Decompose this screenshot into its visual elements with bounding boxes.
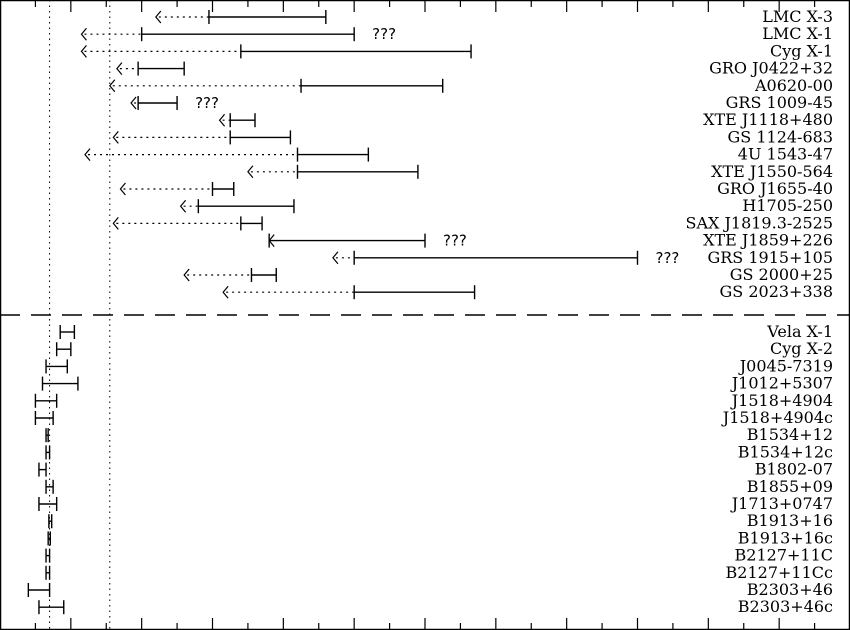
object-label: H1705-250	[742, 196, 833, 215]
lower-limit-arrow	[119, 182, 126, 196]
lower-limit-arrow	[80, 45, 87, 58]
uncertain-marker: ???	[372, 25, 396, 43]
object-label: B2127+11Cc	[726, 563, 833, 582]
object-label: B1913+16	[747, 511, 833, 530]
object-label: B1534+12c	[738, 442, 833, 461]
object-label: GRS 1915+105	[707, 248, 833, 267]
object-label: B1534+12	[747, 425, 833, 444]
object-label: B2127+11C	[735, 546, 833, 565]
lower-limit-arrow	[84, 148, 91, 161]
object-label: GS 1124-683	[728, 127, 834, 146]
object-label: J1518+4904	[730, 391, 833, 410]
object-label: 4U 1543-47	[738, 145, 833, 164]
lower-limit-arrow	[155, 10, 162, 24]
object-label: B1802-07	[755, 460, 833, 479]
lower-limit-arrow	[332, 251, 339, 265]
object-label: GRO J0422+32	[709, 59, 833, 78]
lower-limit-arrow	[109, 79, 116, 93]
object-label: J0045-7319	[738, 356, 833, 375]
lower-limit-arrow	[183, 268, 190, 282]
lower-limit-arrow	[130, 96, 137, 110]
object-label: A0620-00	[754, 76, 833, 95]
object-label: SAX J1819.3-2525	[685, 213, 833, 232]
lower-limit-arrow	[218, 113, 226, 127]
object-label: B1913+16c	[738, 528, 833, 547]
object-label: J1518+4904c	[721, 408, 833, 427]
object-label: B2303+46	[747, 580, 833, 599]
object-label: Vela X-1	[766, 322, 833, 341]
uncertain-marker: ???	[195, 94, 219, 112]
object-label: XTE J1118+480	[703, 110, 833, 129]
object-label: B2303+46c	[738, 597, 833, 616]
object-label: XTE J1550-564	[711, 162, 833, 181]
uncertain-marker: ???	[443, 232, 467, 250]
lower-limit-arrow	[116, 62, 123, 75]
object-label: J1012+5307	[730, 374, 833, 393]
object-label: GRO J1655-40	[717, 179, 833, 198]
object-label: GRS 1009-45	[726, 93, 833, 112]
uncertain-marker: ???	[656, 249, 680, 267]
object-label: J1713+0747	[730, 494, 833, 513]
object-label: Cyg X-2	[770, 339, 833, 358]
object-label: Cyg X-1	[770, 41, 833, 60]
object-label: B1855+09	[747, 477, 833, 496]
lower-limit-arrow	[222, 285, 229, 299]
object-label: LMC X-3	[762, 7, 833, 26]
lower-limit-arrow	[80, 27, 87, 41]
lower-limit-arrow	[179, 199, 187, 213]
object-label: LMC X-1	[762, 24, 833, 43]
lower-limit-arrow	[247, 165, 254, 179]
object-label: GS 2023+338	[720, 282, 834, 301]
lower-limit-arrow	[112, 131, 119, 144]
lower-limit-arrow	[112, 217, 119, 230]
object-label: XTE J1859+226	[703, 231, 833, 250]
object-label: GS 2000+25	[730, 265, 833, 284]
